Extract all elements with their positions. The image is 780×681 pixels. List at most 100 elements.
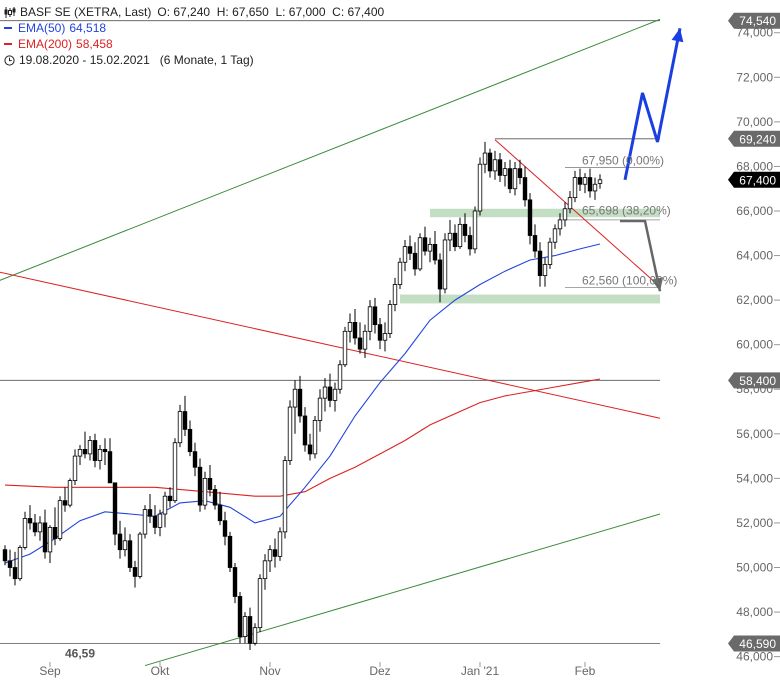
candle-body — [342, 330, 348, 366]
candle-body — [452, 232, 458, 248]
candle-body — [77, 449, 83, 457]
y-tick-label: 50,000 — [736, 561, 773, 575]
candle-body — [177, 411, 183, 444]
price-tag-label: 46,590 — [739, 637, 776, 651]
candle-41 — [207, 465, 213, 497]
candle-118 — [592, 177, 598, 200]
candle-34 — [172, 438, 178, 503]
candle-107 — [537, 242, 543, 287]
candle-body — [182, 411, 188, 430]
x-tick-label: Nov — [259, 664, 280, 678]
candle-113 — [567, 190, 573, 214]
candles — [2, 141, 603, 650]
candle-22 — [112, 482, 118, 546]
candle-body — [567, 197, 573, 210]
candle-body — [167, 495, 173, 502]
price-tag-bg — [728, 171, 780, 188]
ema-lines — [4, 243, 601, 564]
candle-106 — [532, 224, 538, 258]
candle-body — [297, 388, 303, 417]
y-axis: 46,00048,00050,00052,00054,00056,00058,0… — [736, 26, 780, 664]
candle-body — [92, 440, 98, 461]
ema200-swatch — [4, 43, 12, 45]
price-tag-bg — [728, 635, 780, 652]
candle-76 — [382, 322, 388, 352]
candle-51 — [257, 574, 263, 633]
candle-73 — [367, 300, 373, 341]
projection-up-arrow-path — [623, 28, 682, 181]
candle-105 — [527, 193, 533, 245]
candle-body — [157, 513, 163, 528]
candle-28 — [142, 505, 148, 539]
candle-body — [462, 223, 468, 236]
candle-61 — [307, 433, 313, 461]
candle-body — [22, 518, 28, 548]
candle-114 — [572, 170, 578, 203]
candle-30 — [152, 505, 158, 535]
candlestick-icon — [4, 6, 16, 18]
candle-85 — [427, 237, 433, 263]
candle-body — [147, 509, 153, 517]
fib-label-1: 65,698 (38,20%) — [582, 204, 671, 218]
candle-108 — [542, 257, 548, 287]
candle-body — [302, 415, 308, 446]
y-tick-label: 60,000 — [736, 338, 773, 352]
fibonacci-labels: 67,950 (0,00%) 65,698 (38,20%) 62,560 (100… — [65, 154, 677, 661]
candle-31 — [157, 509, 163, 537]
candle-body — [597, 179, 603, 184]
candle-body — [12, 567, 18, 580]
candle-71 — [357, 322, 363, 354]
candle-67 — [337, 360, 343, 394]
candle-body — [432, 244, 438, 261]
candle-72 — [362, 324, 368, 359]
candle-body — [187, 428, 193, 453]
candle-86 — [432, 231, 438, 265]
candle-body — [17, 547, 23, 580]
candle-19 — [97, 444, 103, 470]
candle-body — [287, 406, 293, 461]
candle-79 — [397, 257, 403, 289]
candle-body — [422, 237, 428, 252]
candle-74 — [372, 297, 378, 334]
candle-body — [332, 388, 338, 401]
candle-1 — [7, 549, 13, 577]
candle-35 — [177, 404, 183, 448]
candle-50 — [252, 623, 258, 646]
ema50-line — [4, 243, 601, 564]
candle-body — [557, 219, 563, 230]
candle-body — [32, 522, 38, 533]
candle-111 — [557, 213, 563, 236]
candle-body — [367, 306, 373, 332]
candle-70 — [352, 309, 358, 345]
price-tag-0: 74,540 — [728, 12, 780, 29]
legend-ema50-row: EMA(50) 64,518 — [4, 20, 384, 36]
candle-body — [242, 616, 248, 637]
y-tick-label: 56,000 — [736, 427, 773, 441]
candle-body — [82, 449, 88, 455]
legend-title-row: BASF SE (XETRA, Last) O: 67,240 H: 67,65… — [4, 4, 384, 20]
candle-body — [292, 388, 298, 408]
candle-body — [37, 522, 43, 533]
candle-body — [172, 442, 178, 502]
candle-body — [87, 440, 93, 455]
candle-32 — [162, 491, 168, 528]
candle-body — [237, 596, 243, 637]
short-resistance-line — [494, 139, 661, 288]
candle-109 — [547, 237, 553, 269]
candle-body — [572, 177, 578, 199]
channel-upper-line — [0, 18, 661, 281]
candle-body — [447, 232, 453, 241]
candle-21 — [107, 438, 113, 484]
candle-body — [132, 567, 138, 577]
candle-59 — [297, 375, 303, 423]
candle-38 — [192, 442, 198, 477]
candle-body — [282, 460, 288, 533]
candle-57 — [287, 400, 293, 466]
candle-body — [197, 466, 203, 506]
candle-body — [142, 509, 148, 535]
y-tick-label: 48,000 — [736, 605, 773, 619]
candle-24 — [122, 527, 128, 557]
candle-body — [107, 451, 113, 484]
candle-body — [372, 306, 378, 326]
price-tag-label: 67,400 — [739, 173, 776, 187]
